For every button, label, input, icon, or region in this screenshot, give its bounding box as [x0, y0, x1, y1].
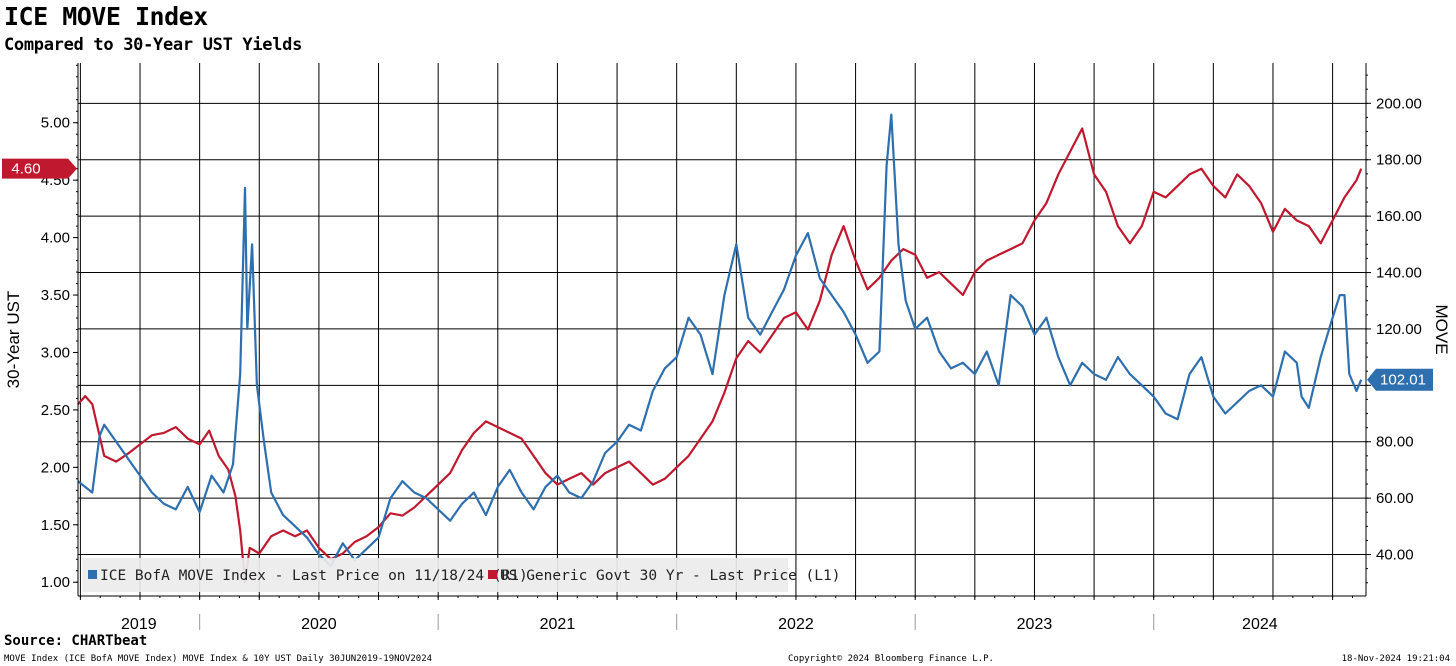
legend-label-ust30: US Generic Govt 30 Yr - Last Price (L1) — [500, 568, 840, 584]
left-tick-label: 1.50 — [41, 517, 70, 534]
year-label: 2024 — [1242, 616, 1278, 633]
year-label: 2022 — [778, 616, 814, 633]
left-tick-label: 2.50 — [41, 402, 70, 419]
right-tick-label: 160.00 — [1376, 208, 1422, 225]
chart-canvas: 1.001.502.002.503.003.504.004.505.0030-Y… — [2, 63, 1451, 633]
legend: ICE BofA MOVE Index - Last Price on 11/1… — [82, 558, 840, 592]
year-label: 2021 — [540, 616, 576, 633]
legend-swatch-move — [88, 570, 97, 579]
footer-copyright: Copyright© 2024 Bloomberg Finance L.P. — [788, 654, 994, 664]
ust30-series-line — [77, 127, 1363, 584]
left-tick-label: 3.00 — [41, 344, 70, 361]
right-tick-label: 60.00 — [1376, 490, 1414, 507]
year-label: 2019 — [121, 616, 157, 633]
axes: 1.001.502.002.503.003.504.004.505.0030-Y… — [2, 63, 1451, 633]
left-tick-label: 1.00 — [41, 574, 70, 591]
move-last-value-tag — [1367, 368, 1433, 391]
left-tick-label: 5.00 — [41, 115, 70, 132]
left-tick-label: 4.00 — [41, 230, 70, 247]
right-axis-label: MOVE — [1432, 304, 1451, 354]
legend-label-move: ICE BofA MOVE Index - Last Price on 11/1… — [100, 568, 528, 584]
right-tick-label: 200.00 — [1376, 95, 1422, 112]
right-tick-label: 80.00 — [1376, 434, 1414, 451]
footer-timestamp: 18-Nov-2024 19:21:04 — [1341, 654, 1450, 664]
footer-description: MOVE Index (ICE BofA MOVE Index) MOVE In… — [4, 654, 433, 664]
legend-background — [82, 558, 788, 592]
ust30-last-value-label: 4.60 — [11, 161, 40, 178]
ust30-last-value-tag — [2, 158, 77, 179]
year-label: 2023 — [1017, 616, 1053, 633]
left-tick-label: 3.50 — [41, 287, 70, 304]
right-tick-label: 180.00 — [1376, 152, 1422, 169]
left-axis-label: 30-Year UST — [4, 291, 23, 389]
grid — [78, 63, 1366, 596]
source-label: Source: CHARTbeat — [4, 633, 148, 649]
move-last-value-label: 102.01 — [1380, 372, 1426, 389]
move-series-line — [77, 113, 1363, 567]
right-tick-label: 40.00 — [1376, 547, 1414, 564]
year-label: 2020 — [301, 616, 337, 633]
chart-title: ICE MOVE Index — [4, 2, 208, 31]
left-tick-label: 2.00 — [41, 459, 70, 476]
series-lines — [77, 113, 1363, 584]
right-tick-label: 120.00 — [1376, 321, 1422, 338]
right-tick-label: 140.00 — [1376, 265, 1422, 282]
legend-swatch-ust30 — [488, 570, 497, 579]
chart-subtitle: Compared to 30-Year UST Yields — [4, 35, 303, 55]
